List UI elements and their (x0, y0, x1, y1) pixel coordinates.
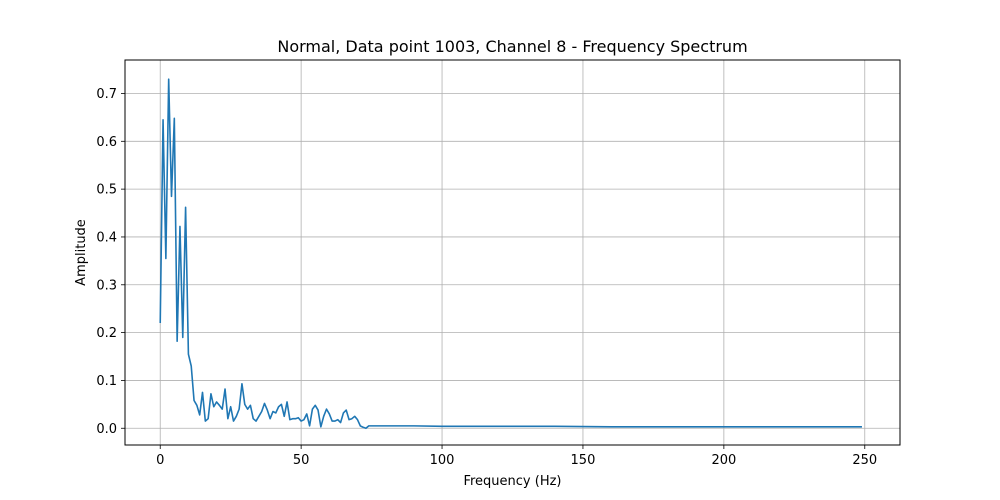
x-tick-label: 150 (571, 453, 596, 468)
data-layer (159, 78, 862, 430)
x-tick-label: 0 (156, 453, 164, 468)
x-tick-label: 200 (711, 453, 736, 468)
y-tick-label: 0.1 (96, 374, 117, 389)
x-tick-label: 50 (293, 453, 310, 468)
spectrum-series-line (159, 78, 862, 430)
y-tick-label: 0.4 (96, 230, 117, 245)
ticks: 0 50 100 150 200 250 0.0 0.1 0.2 0.3 0.4 0.5 0.6 0.7 (96, 87, 877, 468)
x-axis-label: Frequency (Hz) (463, 474, 561, 489)
x-tick-label: 100 (430, 453, 455, 468)
grid (125, 60, 900, 445)
y-tick-label: 0.2 (96, 326, 117, 341)
y-tick-label: 0.5 (96, 183, 117, 198)
y-tick-label: 0.6 (96, 135, 117, 150)
y-tick-label: 0.3 (96, 278, 117, 293)
y-tick-label: 0.7 (96, 87, 117, 102)
y-axis-label: Amplitude (74, 219, 89, 286)
chart-title: Normal, Data point 1003, Channel 8 - Fre… (277, 37, 747, 56)
x-tick-label: 250 (852, 453, 877, 468)
axes-frame (124, 59, 901, 446)
y-tick-label: 0.0 (96, 422, 117, 437)
